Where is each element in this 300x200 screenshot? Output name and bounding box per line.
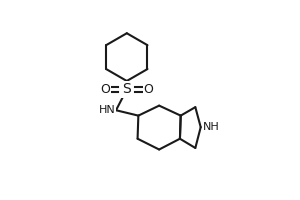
Text: NH: NH [203, 122, 220, 132]
Text: S: S [122, 82, 131, 96]
Text: O: O [143, 83, 153, 96]
Text: HN: HN [99, 105, 116, 115]
Text: O: O [100, 83, 110, 96]
